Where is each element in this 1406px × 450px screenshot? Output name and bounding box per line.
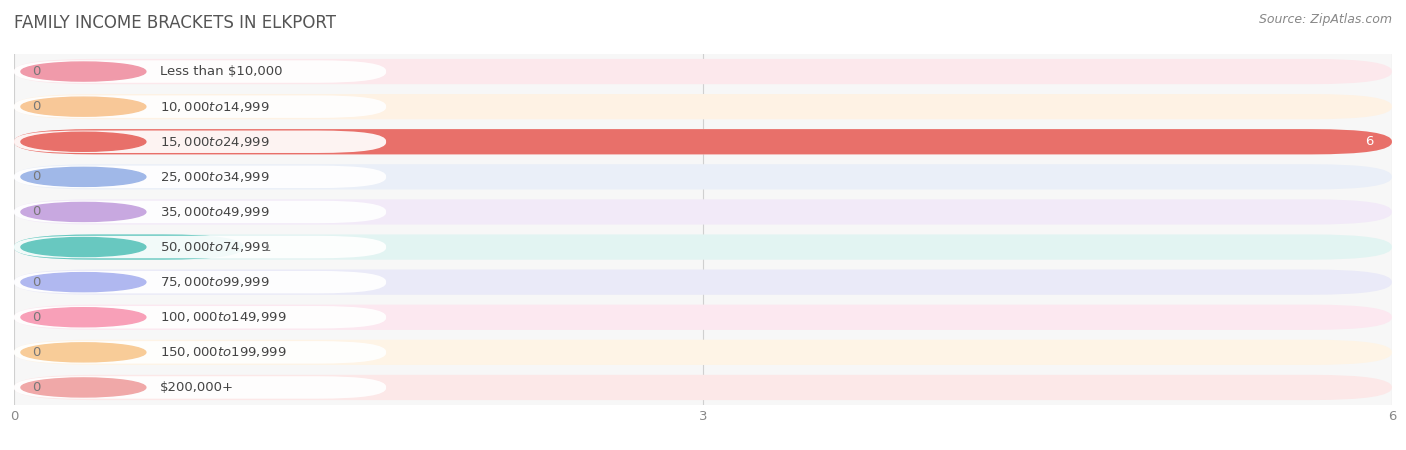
FancyBboxPatch shape [14,306,387,328]
Text: $100,000 to $149,999: $100,000 to $149,999 [160,310,287,324]
Text: 0: 0 [32,311,41,324]
Circle shape [21,238,146,256]
FancyBboxPatch shape [14,376,387,399]
FancyBboxPatch shape [14,236,387,258]
Circle shape [21,132,146,151]
Circle shape [21,62,146,81]
Text: 0: 0 [32,346,41,359]
Text: Less than $10,000: Less than $10,000 [160,65,283,78]
Text: FAMILY INCOME BRACKETS IN ELKPORT: FAMILY INCOME BRACKETS IN ELKPORT [14,14,336,32]
Text: 0: 0 [32,65,41,78]
FancyBboxPatch shape [14,164,1392,189]
Text: 0: 0 [32,100,41,113]
Circle shape [21,167,146,186]
Circle shape [21,202,146,221]
Text: 6: 6 [1365,135,1374,148]
Text: 0: 0 [32,206,41,218]
FancyBboxPatch shape [14,375,1392,400]
Text: $35,000 to $49,999: $35,000 to $49,999 [160,205,270,219]
FancyBboxPatch shape [14,166,387,188]
Circle shape [21,378,146,397]
Text: Source: ZipAtlas.com: Source: ZipAtlas.com [1258,14,1392,27]
Circle shape [21,343,146,362]
Text: 0: 0 [32,381,41,394]
Circle shape [21,273,146,292]
Text: 0: 0 [32,171,41,183]
Text: 0: 0 [32,276,41,288]
Text: $10,000 to $14,999: $10,000 to $14,999 [160,99,270,114]
Text: $75,000 to $99,999: $75,000 to $99,999 [160,275,270,289]
FancyBboxPatch shape [14,305,1392,330]
FancyBboxPatch shape [14,340,1392,365]
Text: $50,000 to $74,999: $50,000 to $74,999 [160,240,270,254]
FancyBboxPatch shape [14,199,1392,225]
FancyBboxPatch shape [14,341,387,364]
Text: $25,000 to $34,999: $25,000 to $34,999 [160,170,270,184]
FancyBboxPatch shape [14,129,1392,154]
Text: $200,000+: $200,000+ [160,381,233,394]
Text: $15,000 to $24,999: $15,000 to $24,999 [160,135,270,149]
Text: $150,000 to $199,999: $150,000 to $199,999 [160,345,287,360]
FancyBboxPatch shape [14,130,387,153]
FancyBboxPatch shape [14,94,1392,119]
FancyBboxPatch shape [14,201,387,223]
FancyBboxPatch shape [14,234,243,260]
FancyBboxPatch shape [14,234,1392,260]
FancyBboxPatch shape [14,95,387,118]
Circle shape [21,308,146,327]
FancyBboxPatch shape [14,271,387,293]
Circle shape [21,97,146,116]
FancyBboxPatch shape [14,60,387,83]
FancyBboxPatch shape [14,270,1392,295]
FancyBboxPatch shape [14,129,1392,154]
FancyBboxPatch shape [14,59,1392,84]
Text: 1: 1 [262,241,270,253]
